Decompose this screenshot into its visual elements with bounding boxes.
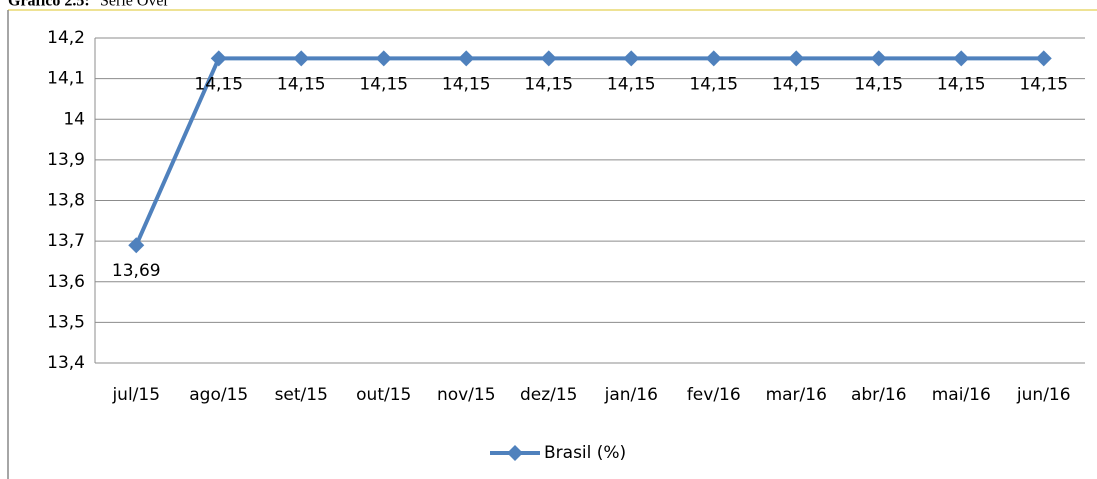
series-line: [134, 56, 1044, 246]
x-tick-label: mar/16: [766, 385, 827, 405]
data-label: 14,15: [854, 74, 903, 94]
x-tick-label: nov/15: [437, 385, 496, 405]
y-tick-label: 13,4: [47, 353, 85, 373]
data-point: [375, 50, 392, 67]
y-tick-label: 14,1: [47, 69, 85, 89]
y-tick-label: 13,5: [47, 312, 85, 332]
x-tick-label: abr/16: [851, 385, 907, 405]
data-label: 14,15: [359, 74, 408, 94]
data-label: 14,15: [524, 74, 573, 94]
y-tick-label: 14: [63, 109, 85, 129]
x-tick-label: jul/15: [111, 385, 160, 405]
data-point: [953, 50, 970, 67]
data-point: [128, 237, 145, 254]
chart-title: Série Over: [100, 0, 170, 10]
data-point: [623, 50, 640, 67]
data-label: 14,15: [194, 74, 243, 94]
legend-marker: [507, 445, 523, 461]
data-label: 13,69: [112, 261, 161, 281]
data-label: 14,15: [277, 74, 326, 94]
data-point: [458, 50, 475, 67]
data-point: [870, 50, 887, 67]
data-label: 14,15: [937, 74, 986, 94]
y-tick-label: 13,7: [47, 231, 85, 251]
data-label: 14,15: [1019, 74, 1068, 94]
data-label: 14,15: [607, 74, 656, 94]
x-tick-label: jun/16: [1016, 385, 1071, 405]
legend-label: Brasil (%): [544, 443, 626, 463]
data-point: [293, 50, 310, 67]
x-tick-label: mai/16: [932, 385, 991, 405]
x-tick-label: ago/15: [189, 385, 248, 405]
x-tick-label: jan/16: [604, 385, 658, 405]
data-point: [540, 50, 557, 67]
data-point: [705, 50, 722, 67]
data-point: [210, 50, 227, 67]
figure-label: Gráfico 2.5:: [8, 0, 90, 10]
data-label: 14,15: [442, 74, 491, 94]
x-tick-label: set/15: [275, 385, 328, 405]
y-tick-label: 14,2: [47, 28, 85, 48]
data-point: [788, 50, 805, 67]
data-label: 14,15: [772, 74, 821, 94]
x-tick-label: out/15: [356, 385, 411, 405]
data-label: 14,15: [689, 74, 738, 94]
data-point: [1035, 50, 1052, 67]
x-tick-label: fev/16: [687, 385, 741, 405]
y-tick-label: 13,9: [47, 150, 85, 170]
y-tick-label: 13,8: [47, 191, 85, 211]
x-tick-label: dez/15: [520, 385, 578, 405]
y-tick-label: 13,6: [47, 272, 85, 292]
